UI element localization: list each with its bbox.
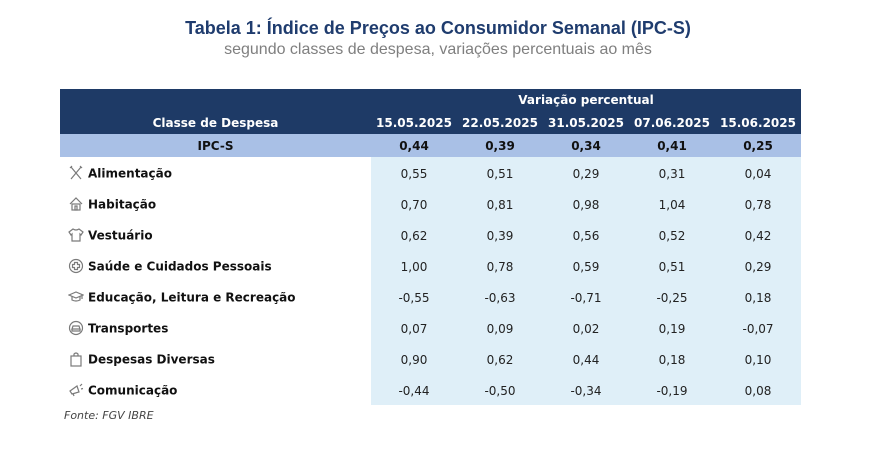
value-cell: -0,34 (543, 374, 629, 405)
ipc-s-row: IPC-S 0,44 0,39 0,34 0,41 0,25 (60, 134, 802, 157)
value-cell: 0,52 (629, 219, 715, 250)
category-label: Alimentação (88, 166, 172, 180)
ipc-s-label: IPC-S (197, 138, 234, 153)
value-cell: 0,31 (629, 157, 715, 188)
value-cell: -0,50 (457, 374, 543, 405)
value-cell: 0,98 (543, 188, 629, 219)
category-cell: Alimentação (60, 157, 371, 188)
value-cell: 0,51 (629, 250, 715, 281)
source-note: Fonte: FGV IBRE (64, 409, 154, 422)
value-cell: 0,04 (715, 157, 802, 188)
value-cell: 1,04 (629, 188, 715, 219)
date-header: 31.05.2025 (548, 115, 624, 130)
table-row: Saúde e Cuidados Pessoais 1,00 0,78 0,59… (60, 250, 802, 281)
category-label: Vestuário (88, 228, 153, 242)
ipc-s-value: 0,44 (399, 138, 429, 153)
category-label: Habitação (88, 197, 157, 211)
value-cell: 0,08 (715, 374, 802, 405)
category-cell: Vestuário (60, 219, 371, 250)
header-row-group: Variação percentual (60, 89, 802, 111)
shirt-icon (68, 227, 84, 243)
house-icon (68, 196, 84, 212)
table-title: Tabela 1: Índice de Preços ao Consumidor… (185, 18, 691, 38)
value-cell: 0,56 (543, 219, 629, 250)
value-cell: 0,62 (457, 343, 543, 374)
category-cell: Educação, Leitura e Recreação (60, 281, 371, 312)
value-cell: 0,42 (715, 219, 802, 250)
value-cell: -0,19 (629, 374, 715, 405)
value-cell: 0,81 (457, 188, 543, 219)
date-header: 22.05.2025 (462, 115, 538, 130)
value-cell: -0,44 (371, 374, 457, 405)
megaphone-icon (68, 382, 84, 398)
category-cell: Comunicação (60, 374, 371, 405)
category-label: Comunicação (88, 383, 178, 397)
graduation-cap-icon (68, 289, 84, 305)
value-cell: 0,62 (371, 219, 457, 250)
category-label: Transportes (88, 321, 169, 335)
table-row: Habitação 0,70 0,81 0,98 1,04 0,78 (60, 188, 802, 219)
value-cell: -0,71 (543, 281, 629, 312)
value-cell: 0,55 (371, 157, 457, 188)
utensils-icon (68, 165, 84, 181)
value-cell: -0,25 (629, 281, 715, 312)
category-cell: Transportes (60, 312, 371, 343)
category-label: Educação, Leitura e Recreação (88, 290, 296, 304)
value-cell: 0,78 (457, 250, 543, 281)
ipc-s-table: Variação percentual Classe de Despesa 15… (60, 89, 802, 405)
value-cell: 0,70 (371, 188, 457, 219)
value-cell: 0,29 (543, 157, 629, 188)
table-subtitle: segundo classes de despesa, variações pe… (224, 41, 652, 58)
ipc-s-value: 0,34 (571, 138, 601, 153)
value-cell: 0,90 (371, 343, 457, 374)
car-icon (68, 320, 84, 336)
value-cell: 1,00 (371, 250, 457, 281)
table-row: Despesas Diversas 0,90 0,62 0,44 0,18 0,… (60, 343, 802, 374)
category-label: Saúde e Cuidados Pessoais (88, 259, 272, 273)
table-row: Educação, Leitura e Recreação -0,55 -0,6… (60, 281, 802, 312)
group-header: Variação percentual (518, 93, 654, 107)
date-header: 15.06.2025 (720, 115, 796, 130)
value-cell: 0,78 (715, 188, 802, 219)
category-label: Despesas Diversas (88, 352, 215, 366)
value-cell: -0,55 (371, 281, 457, 312)
value-cell: 0,59 (543, 250, 629, 281)
value-cell: 0,44 (543, 343, 629, 374)
category-cell: Saúde e Cuidados Pessoais (60, 250, 371, 281)
ipc-s-value: 0,25 (743, 138, 773, 153)
value-cell: 0,51 (457, 157, 543, 188)
value-cell: -0,07 (715, 312, 802, 343)
category-header: Classe de Despesa (152, 115, 279, 130)
value-cell: 0,09 (457, 312, 543, 343)
date-header: 07.06.2025 (634, 115, 710, 130)
value-cell: 0,19 (629, 312, 715, 343)
category-cell: Despesas Diversas (60, 343, 371, 374)
value-cell: 0,07 (371, 312, 457, 343)
table-row: Alimentação 0,55 0,51 0,29 0,31 0,04 (60, 157, 802, 188)
health-cross-icon (68, 258, 84, 274)
ipc-s-value: 0,41 (657, 138, 687, 153)
header-spacer (60, 89, 371, 111)
value-cell: 0,39 (457, 219, 543, 250)
value-cell: -0,63 (457, 281, 543, 312)
value-cell: 0,29 (715, 250, 802, 281)
value-cell: 0,02 (543, 312, 629, 343)
table-row: Comunicação -0,44 -0,50 -0,34 -0,19 0,08 (60, 374, 802, 405)
ipc-s-value: 0,39 (485, 138, 515, 153)
header-row-columns: Classe de Despesa 15.05.2025 22.05.2025 … (60, 111, 802, 134)
category-cell: Habitação (60, 188, 371, 219)
value-cell: 0,18 (715, 281, 802, 312)
table-row: Transportes 0,07 0,09 0,02 0,19 -0,07 (60, 312, 802, 343)
value-cell: 0,10 (715, 343, 802, 374)
shopping-bag-icon (68, 351, 84, 367)
value-cell: 0,18 (629, 343, 715, 374)
date-header: 15.05.2025 (376, 115, 452, 130)
table-row: Vestuário 0,62 0,39 0,56 0,52 0,42 (60, 219, 802, 250)
